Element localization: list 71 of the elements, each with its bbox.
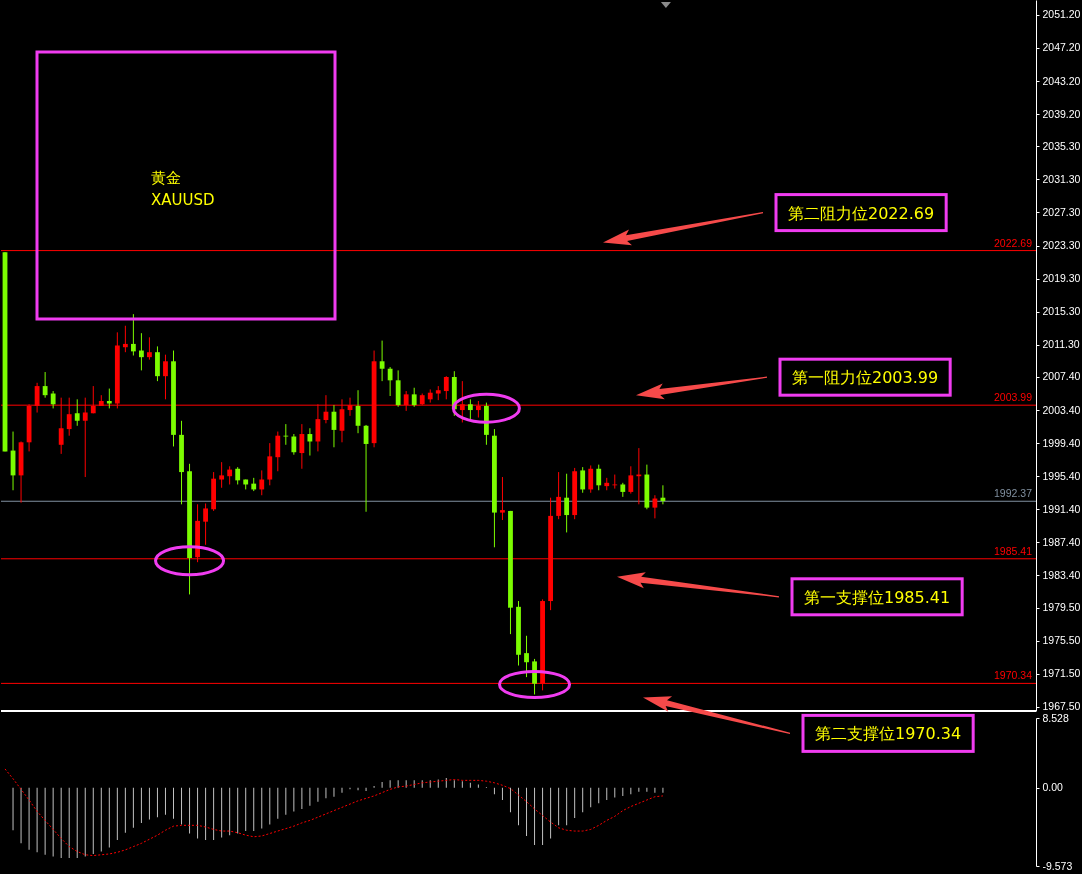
ref-line-label: 2022.69 bbox=[994, 236, 1033, 249]
y-tick-label: 2023.30 bbox=[1042, 239, 1081, 252]
annotation: 第一支撑位1985.41 bbox=[804, 587, 951, 607]
annotation: 第一阻力位2003.99 bbox=[792, 368, 939, 388]
candlestick bbox=[291, 433, 297, 456]
candlestick bbox=[379, 340, 385, 382]
y-tick-label: 2047.20 bbox=[1042, 41, 1081, 54]
y-tick-label: 2019.30 bbox=[1042, 272, 1081, 285]
y-tick-label: 2035.30 bbox=[1042, 139, 1081, 152]
candlestick bbox=[259, 469, 265, 496]
y-tick-label: 1991.40 bbox=[1042, 502, 1081, 515]
y-tick-label: 2051.20 bbox=[1042, 8, 1081, 21]
candlestick bbox=[203, 502, 208, 546]
y-tick-label: 2011.30 bbox=[1042, 338, 1080, 351]
y-tick-label: 2003.40 bbox=[1042, 403, 1081, 416]
y-tick-label: 8.528 bbox=[1042, 711, 1069, 724]
ref-line-label: 1970.34 bbox=[994, 669, 1033, 682]
y-tick-label: 2039.20 bbox=[1042, 107, 1081, 120]
candlestick bbox=[122, 325, 128, 353]
candlestick bbox=[227, 465, 233, 485]
ref-line-label: 1985.41 bbox=[994, 544, 1033, 557]
y-tick-label: 1987.40 bbox=[1042, 535, 1081, 548]
candlestick bbox=[532, 658, 537, 695]
candlestick bbox=[387, 366, 393, 397]
candlestick bbox=[580, 466, 586, 494]
line-series bbox=[4, 768, 664, 857]
y-tick-label: 1979.50 bbox=[1042, 601, 1081, 614]
candlestick bbox=[467, 398, 473, 420]
y-tick-label: 1999.40 bbox=[1042, 436, 1081, 449]
candlestick bbox=[130, 313, 136, 356]
candlestick bbox=[147, 336, 152, 361]
candlestick bbox=[155, 345, 160, 382]
y-tick-label: 2015.30 bbox=[1042, 305, 1081, 318]
text: 黄金 bbox=[151, 169, 181, 187]
y-tick-label: 2007.40 bbox=[1042, 370, 1081, 383]
candlestick bbox=[139, 332, 144, 371]
candlestick bbox=[411, 387, 417, 408]
y-tick-label: 1995.40 bbox=[1042, 469, 1081, 482]
candlestick bbox=[500, 476, 505, 521]
candlestick bbox=[283, 423, 289, 446]
y-tick-label: 1975.50 bbox=[1042, 634, 1081, 647]
annotation: 第二支撑位1970.34 bbox=[815, 724, 962, 744]
y-tick-label: 1971.50 bbox=[1042, 667, 1081, 680]
y-tick-label: 0.00 bbox=[1042, 781, 1064, 794]
y-tick-label: 1967.50 bbox=[1042, 700, 1081, 713]
candlestick bbox=[267, 442, 273, 486]
candlestick bbox=[219, 461, 225, 489]
annotation: 第二阻力位2022.69 bbox=[788, 203, 935, 223]
candlestick bbox=[564, 473, 570, 533]
candlestick bbox=[307, 427, 313, 457]
y-tick-label: 2027.30 bbox=[1042, 205, 1081, 218]
ref-line-label: 2003.99 bbox=[994, 391, 1033, 404]
candlestick bbox=[74, 398, 80, 427]
candlestick bbox=[524, 635, 529, 678]
candlestick bbox=[42, 371, 48, 399]
candlestick bbox=[299, 423, 305, 470]
y-tick-label: -9.573 bbox=[1042, 859, 1073, 872]
y-tick-label: 2043.20 bbox=[1042, 74, 1081, 87]
candlestick bbox=[652, 494, 658, 519]
candlestick bbox=[163, 354, 168, 400]
candlestick bbox=[596, 464, 602, 491]
candlestick bbox=[588, 464, 594, 494]
text: XAUUSD bbox=[151, 191, 215, 209]
candlestick bbox=[275, 431, 281, 472]
y-tick-label: 1983.40 bbox=[1042, 568, 1081, 581]
candlestick bbox=[628, 465, 634, 495]
candlestick bbox=[443, 375, 449, 400]
candlestick bbox=[612, 474, 618, 490]
candlestick bbox=[556, 471, 562, 520]
y-tick-label: 2031.30 bbox=[1042, 172, 1081, 185]
ref-line-label: 1992.37 bbox=[994, 487, 1033, 500]
